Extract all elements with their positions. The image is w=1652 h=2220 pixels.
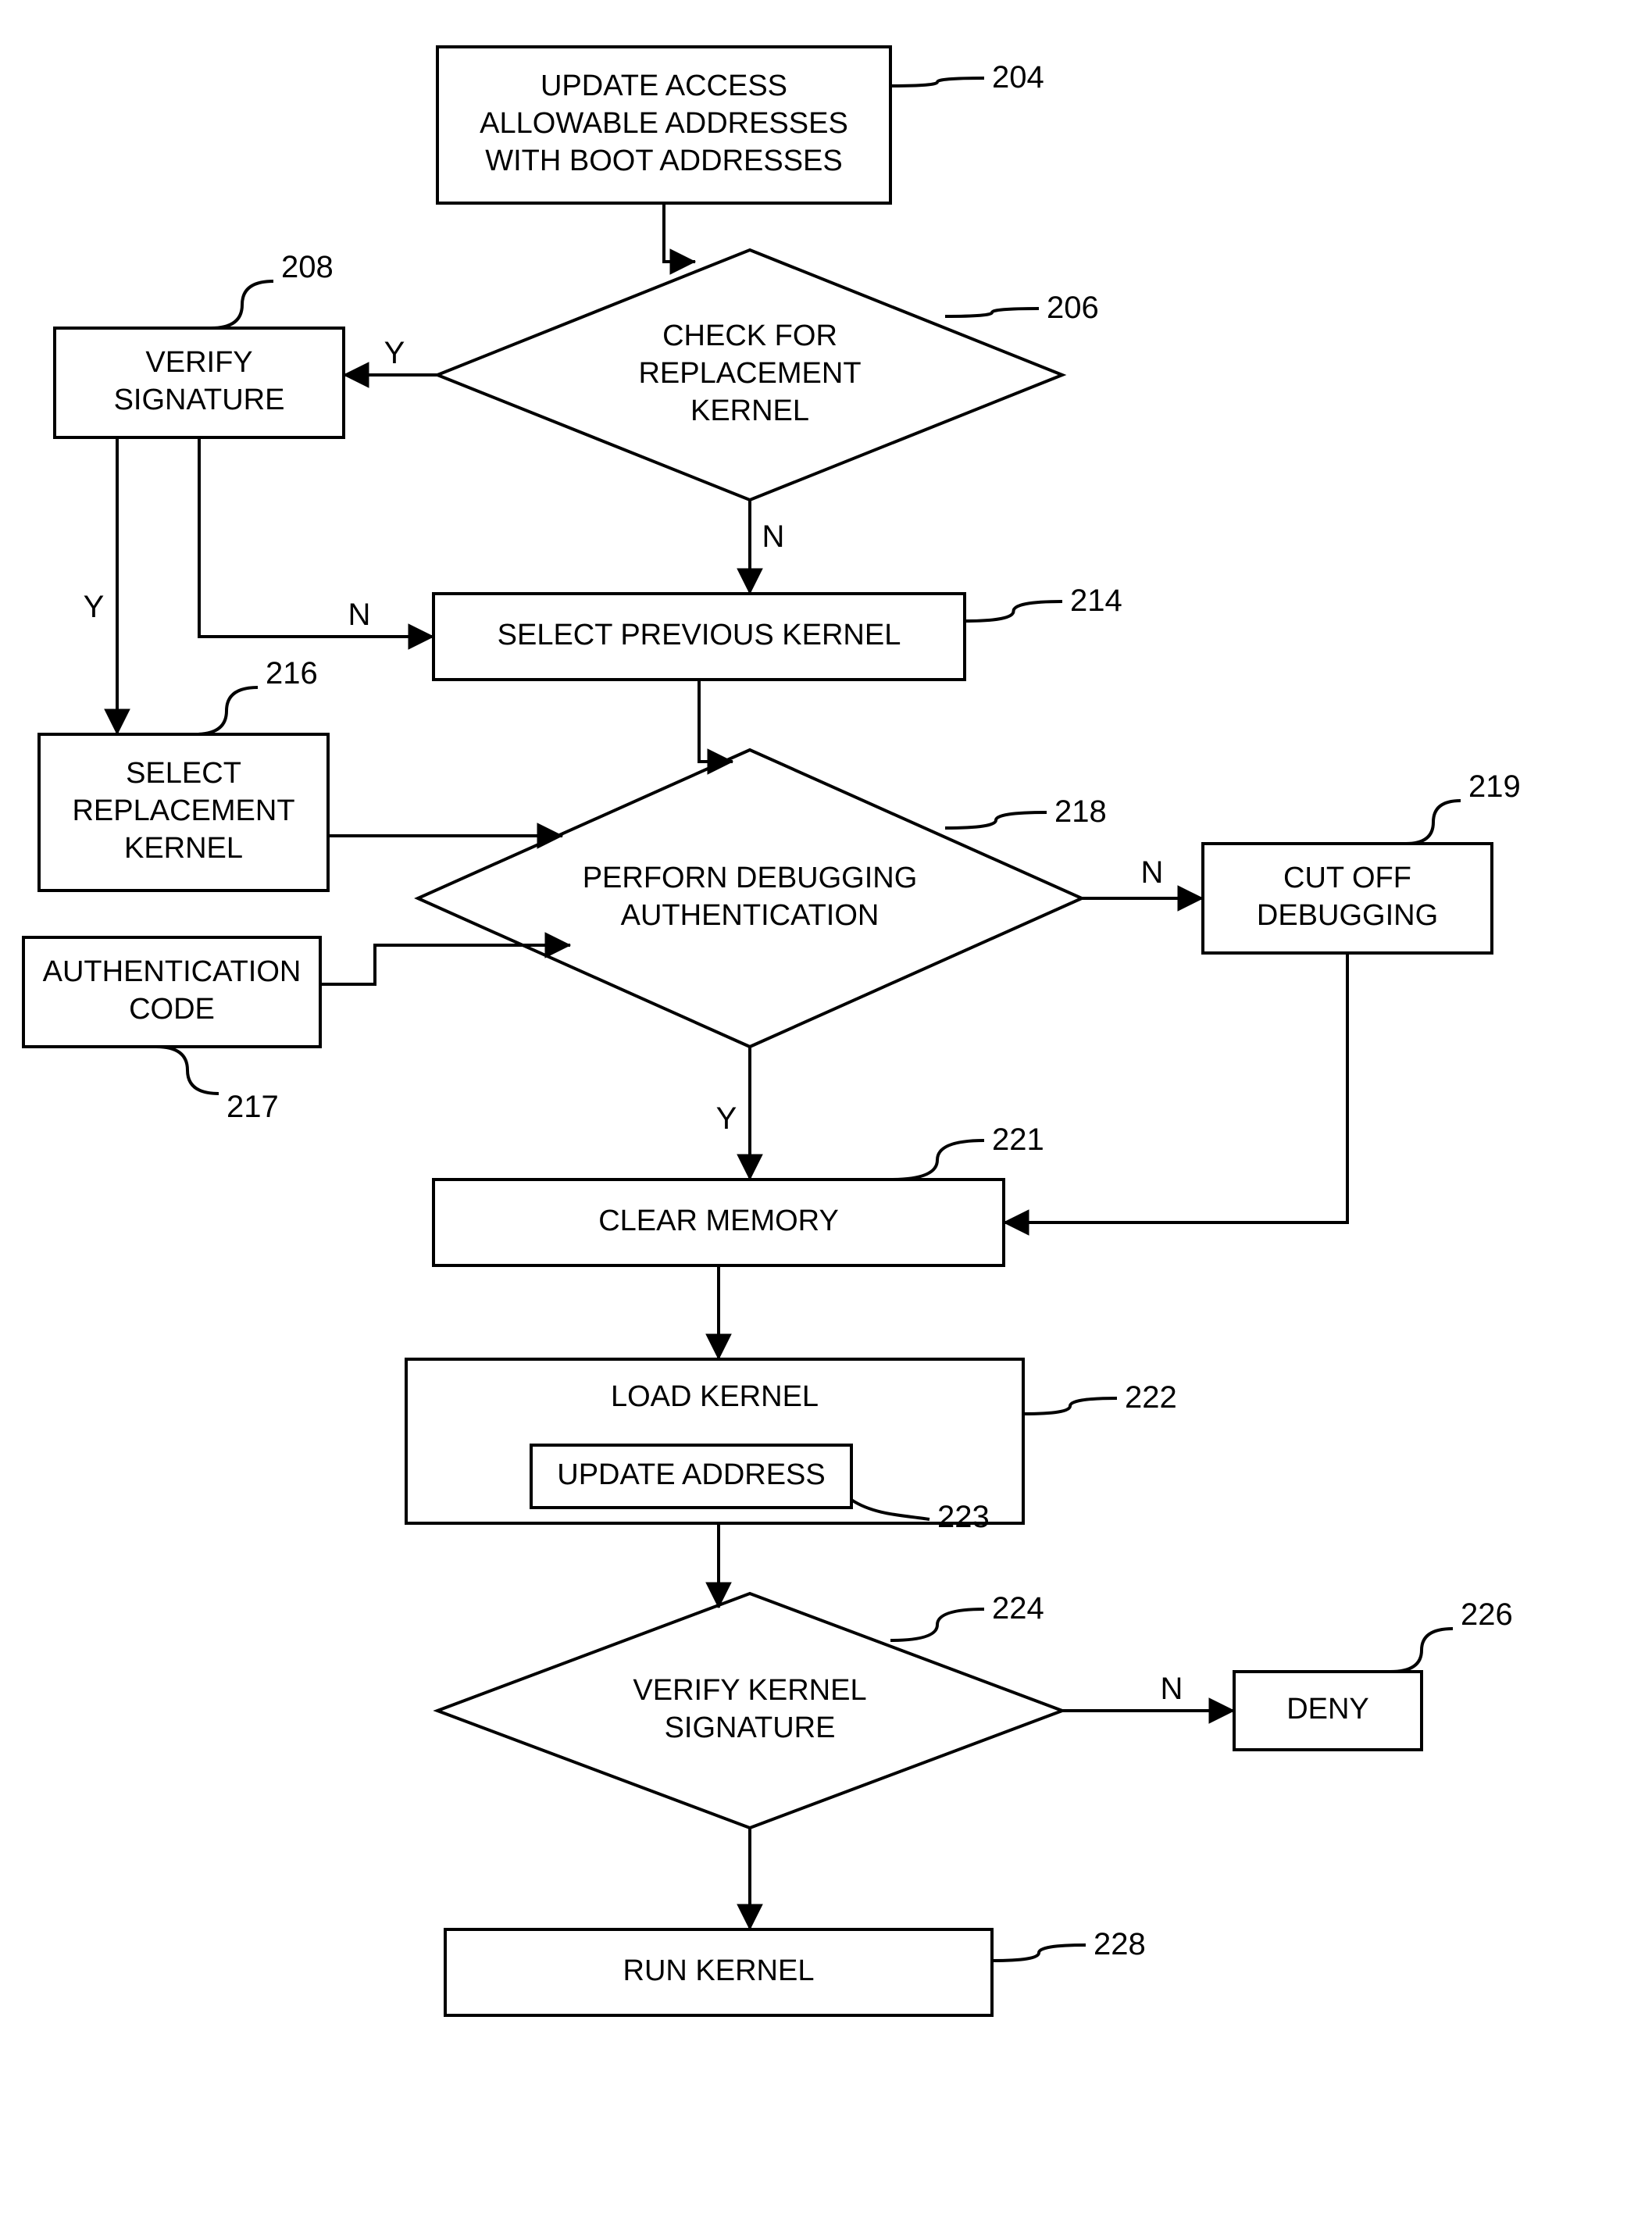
svg-text:VERIFY KERNEL: VERIFY KERNEL xyxy=(633,1674,866,1707)
svg-text:SELECT PREVIOUS KERNEL: SELECT PREVIOUS KERNEL xyxy=(498,619,901,651)
svg-text:214: 214 xyxy=(1070,584,1122,618)
svg-text:221: 221 xyxy=(992,1122,1044,1157)
svg-text:208: 208 xyxy=(281,250,334,284)
svg-text:Y: Y xyxy=(384,336,405,370)
svg-text:VERIFY: VERIFY xyxy=(145,346,252,379)
svg-text:UPDATE ADDRESS: UPDATE ADDRESS xyxy=(557,1458,825,1491)
svg-text:CUT OFF: CUT OFF xyxy=(1283,862,1411,894)
svg-text:LOAD KERNEL: LOAD KERNEL xyxy=(611,1380,819,1413)
svg-text:204: 204 xyxy=(992,60,1044,95)
svg-text:KERNEL: KERNEL xyxy=(690,394,809,427)
svg-text:RUN KERNEL: RUN KERNEL xyxy=(623,1954,815,1987)
svg-text:CODE: CODE xyxy=(129,993,215,1026)
svg-text:217: 217 xyxy=(227,1090,279,1124)
svg-text:REPLACEMENT: REPLACEMENT xyxy=(72,794,294,827)
svg-text:ALLOWABLE ADDRESSES: ALLOWABLE ADDRESSES xyxy=(480,107,848,140)
svg-text:CHECK FOR: CHECK FOR xyxy=(662,319,837,352)
svg-text:WITH BOOT ADDRESSES: WITH BOOT ADDRESSES xyxy=(485,145,842,177)
svg-text:N: N xyxy=(348,598,371,632)
svg-text:AUTHENTICATION: AUTHENTICATION xyxy=(621,899,880,932)
svg-text:SIGNATURE: SIGNATURE xyxy=(114,384,285,416)
svg-text:219: 219 xyxy=(1468,769,1521,804)
svg-text:206: 206 xyxy=(1047,291,1099,325)
svg-text:AUTHENTICATION: AUTHENTICATION xyxy=(43,955,301,988)
svg-text:218: 218 xyxy=(1054,794,1107,829)
svg-text:222: 222 xyxy=(1125,1380,1177,1415)
svg-text:223: 223 xyxy=(937,1500,990,1534)
svg-text:SELECT: SELECT xyxy=(126,757,241,790)
svg-text:PERFORN DEBUGGING: PERFORN DEBUGGING xyxy=(583,862,918,894)
svg-text:Y: Y xyxy=(84,590,105,624)
svg-text:N: N xyxy=(1141,855,1164,890)
svg-text:226: 226 xyxy=(1461,1597,1513,1632)
svg-text:DENY: DENY xyxy=(1286,1693,1369,1726)
svg-text:KERNEL: KERNEL xyxy=(124,832,243,865)
svg-text:N: N xyxy=(1161,1672,1183,1706)
svg-text:228: 228 xyxy=(1094,1927,1146,1961)
svg-text:DEBUGGING: DEBUGGING xyxy=(1257,899,1438,932)
svg-text:SIGNATURE: SIGNATURE xyxy=(665,1711,836,1744)
svg-text:216: 216 xyxy=(266,656,318,691)
svg-text:REPLACEMENT: REPLACEMENT xyxy=(638,357,861,390)
svg-text:224: 224 xyxy=(992,1591,1044,1626)
svg-text:UPDATE ACCESS: UPDATE ACCESS xyxy=(541,70,787,102)
svg-text:CLEAR MEMORY: CLEAR MEMORY xyxy=(598,1205,839,1237)
svg-text:Y: Y xyxy=(716,1101,737,1136)
svg-text:N: N xyxy=(762,519,785,554)
